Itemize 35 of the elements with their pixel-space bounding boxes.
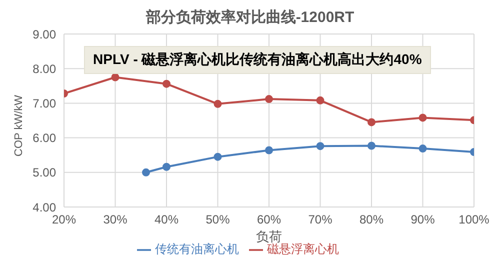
- x-tick-label: 20%: [52, 212, 76, 227]
- legend-label: 传统有油离心机: [155, 242, 239, 256]
- point: [214, 100, 222, 108]
- x-tick-label: 40%: [154, 212, 179, 227]
- point: [368, 118, 376, 126]
- x-tick-label: 70%: [308, 212, 333, 227]
- y-tick-label: 7.00: [32, 96, 56, 110]
- x-tick-label: 60%: [256, 212, 282, 227]
- y-tick-label: 9.00: [32, 27, 56, 42]
- point: [316, 96, 324, 104]
- annotation: NPLV - 磁悬浮离心机比传统有油离心机高出大约40%: [84, 46, 431, 74]
- x-tick-label: 30%: [103, 212, 128, 227]
- point: [111, 73, 120, 82]
- y-tick-label: 5.00: [32, 166, 56, 180]
- point: [162, 80, 170, 88]
- x-axis-title: 负荷: [256, 229, 282, 244]
- point: [418, 114, 427, 122]
- y-tick-label: 4.00: [32, 200, 56, 214]
- x-tick-label: 80%: [359, 212, 384, 227]
- y-axis-title: COP kW/kW: [12, 94, 25, 156]
- y-tick-label: 8.00: [32, 62, 56, 76]
- point: [316, 142, 324, 150]
- y-tick-label: 6.00: [32, 131, 56, 146]
- point: [368, 142, 376, 150]
- point: [214, 152, 222, 161]
- point: [162, 162, 170, 171]
- point: [418, 144, 427, 153]
- legend-label: 磁悬浮离心机: [267, 242, 339, 256]
- x-tick-label: 50%: [206, 212, 230, 227]
- point: [265, 146, 273, 154]
- point: [265, 95, 273, 104]
- x-tick-label: 90%: [410, 212, 436, 227]
- chart-title: 部分负荷效率对比曲线-1200RT: [144, 8, 356, 28]
- x-tick-label: 100%: [458, 212, 490, 227]
- point: [142, 168, 150, 176]
